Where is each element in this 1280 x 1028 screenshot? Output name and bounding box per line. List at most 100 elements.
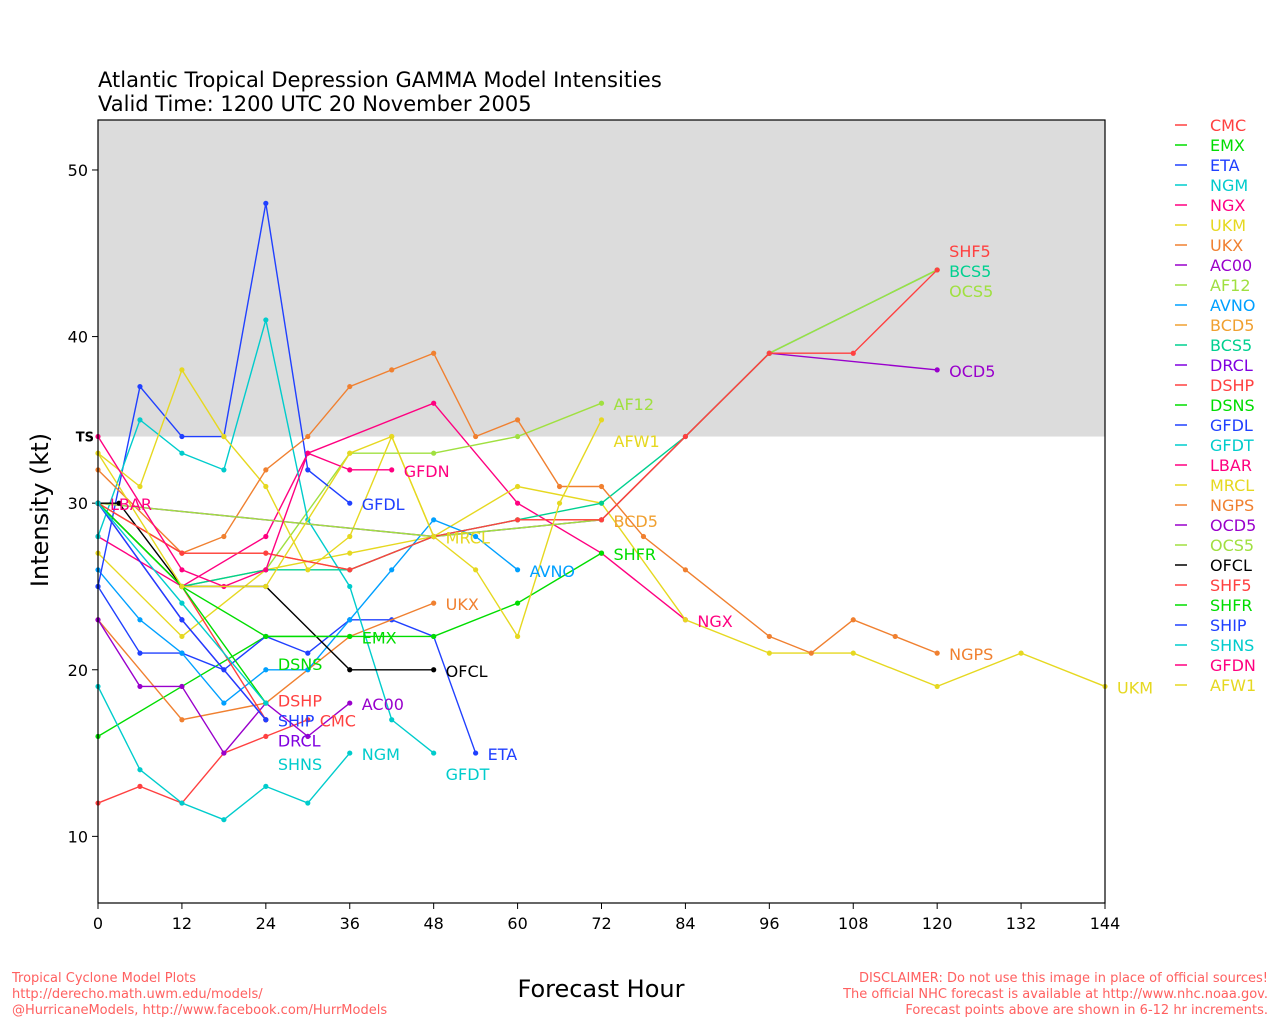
- series-end-label: BCD5: [614, 512, 658, 531]
- data-point-ac00: [137, 683, 143, 690]
- data-point-shfr: [431, 633, 437, 640]
- data-point-afw1: [263, 583, 269, 590]
- data-point-gfdn: [389, 467, 395, 473]
- legend-entry-ukm: UKM: [1210, 216, 1246, 235]
- chart-title: Atlantic Tropical Depression GAMMA Model…: [98, 68, 662, 92]
- data-point-ship: [179, 617, 185, 623]
- x-tick-label: 132: [1006, 914, 1037, 933]
- data-point-ukm: [934, 683, 940, 690]
- data-point-ngps: [556, 483, 563, 490]
- legend-entry-gfdl: GFDL: [1210, 416, 1253, 435]
- data-point-ngps: [389, 367, 395, 373]
- data-point-ngps: [892, 633, 898, 640]
- data-point-ac00: [221, 750, 227, 756]
- x-tick-label: 24: [256, 914, 276, 933]
- data-point-ngm: [263, 783, 269, 789]
- data-point-shf5: [682, 433, 689, 440]
- data-point-gfdt: [263, 317, 269, 323]
- series-end-label: BCS5: [949, 262, 991, 281]
- series-end-label: AFW1: [614, 432, 660, 451]
- footer-credit-line: Tropical Cyclone Model Plots: [11, 971, 196, 986]
- data-point-cmc: [263, 733, 269, 740]
- x-axis-label: Forecast Hour: [518, 975, 685, 1003]
- series-end-label: GFDN: [404, 462, 450, 481]
- series-line-cmc: [97, 719, 309, 804]
- legend-entry-shf5: SHF5: [1210, 576, 1252, 595]
- data-point-shf5: [263, 550, 269, 556]
- data-point-afw1: [179, 583, 185, 590]
- data-point-af12: [598, 400, 605, 406]
- data-point-cmc: [137, 783, 143, 789]
- data-point-ngx: [514, 500, 521, 506]
- x-tick-label: 48: [423, 914, 443, 933]
- y-tick-label: 10: [68, 827, 88, 846]
- legend-entry-bcs5: BCS5: [1210, 336, 1252, 355]
- y-tick-label: 20: [68, 661, 88, 680]
- series-end-label: CMC: [320, 712, 356, 731]
- data-point-ukm: [766, 650, 772, 656]
- series-end-label: DSNS: [278, 655, 323, 674]
- series-end-label: AC00: [362, 695, 404, 714]
- data-point-afw1: [347, 450, 353, 456]
- data-point-ngm: [221, 817, 227, 823]
- data-point-ngps: [808, 650, 814, 656]
- footer-disclaimer-line: DISCLAIMER: Do not use this image in pla…: [859, 971, 1268, 986]
- x-tick-label: 72: [591, 914, 611, 933]
- data-point-afw1: [514, 633, 521, 640]
- legend-entry-ocs5: OCS5: [1210, 536, 1254, 555]
- data-point-ngps: [766, 633, 772, 640]
- footer-credit-line: http://derecho.math.uwm.edu/models/: [12, 987, 263, 1002]
- series-end-label: SHNS: [278, 755, 322, 774]
- y-axis-label: Intensity (kt): [26, 433, 54, 587]
- data-point-shfr: [598, 550, 605, 556]
- data-point-avno: [389, 567, 395, 573]
- series-line-afw1: [97, 419, 603, 639]
- data-point-mrcl: [221, 433, 227, 440]
- data-point-afw1: [389, 433, 395, 440]
- data-point-shf5: [514, 517, 521, 523]
- legend-entry-dsns: DSNS: [1210, 396, 1255, 415]
- series-end-label: AVNO: [530, 562, 575, 581]
- footer-disclaimer-line: Forecast points above are shown in 6-12 …: [905, 1003, 1268, 1018]
- legend-entry-afw1: AFW1: [1210, 676, 1256, 695]
- legend-entry-bcd5: BCD5: [1210, 316, 1254, 335]
- legend-entry-gfdt: GFDT: [1210, 436, 1254, 455]
- y-tick-label: 30: [68, 494, 88, 513]
- data-point-gfdt: [431, 750, 437, 756]
- data-point-gfdt: [347, 583, 353, 590]
- y-tick-label: 40: [68, 328, 88, 347]
- data-point-ac00: [347, 700, 353, 706]
- data-point-afw1: [598, 417, 605, 423]
- data-point-ofcl: [431, 667, 437, 673]
- data-point-ac00: [179, 683, 185, 690]
- legend-entry-ac00: AC00: [1210, 256, 1252, 275]
- data-point-ngps: [305, 433, 311, 440]
- data-point-mrcl: [179, 367, 185, 373]
- data-point-gfdt: [179, 450, 185, 456]
- legend-entry-ofcl: OFCL: [1210, 556, 1252, 575]
- data-point-gfdt: [137, 417, 143, 423]
- y-tick-label: 50: [68, 161, 88, 180]
- data-point-ngps: [682, 567, 689, 573]
- series-end-label: EMX: [362, 628, 397, 647]
- data-point-gfdn: [179, 567, 185, 573]
- series-end-label: OCS5: [949, 282, 993, 301]
- legend-entry-drcl: DRCL: [1210, 356, 1253, 375]
- data-point-cmc: [305, 717, 311, 723]
- data-point-mrcl: [305, 567, 311, 573]
- data-point-shf5: [347, 567, 353, 573]
- data-point-ngx: [431, 400, 437, 406]
- data-point-eta: [473, 750, 479, 756]
- data-point-af12: [514, 433, 521, 440]
- data-point-ofcl: [347, 667, 353, 673]
- data-point-avno: [221, 700, 227, 706]
- legend-entry-ocd5: OCD5: [1210, 516, 1256, 535]
- tropical-storm-shade: [98, 120, 1105, 437]
- legend-entry-lbar: LBAR: [1210, 456, 1252, 475]
- data-point-shf5: [850, 350, 856, 356]
- data-point-ngps: [514, 417, 521, 423]
- legend-entry-gfdn: GFDN: [1210, 656, 1256, 675]
- data-point-ukm: [682, 617, 689, 623]
- data-point-avno: [263, 667, 269, 673]
- footer-credit-line: @HurricaneModels, http://www.facebook.co…: [12, 1003, 387, 1018]
